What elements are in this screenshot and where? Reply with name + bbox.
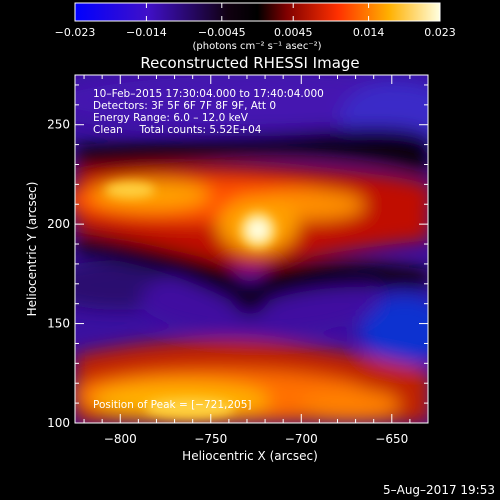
x-tick-label: −700 [285,432,318,446]
annotation-energy-range: Energy Range: 6.0 – 12.0 keV [93,112,249,124]
colorbar-ticks: −0.023 −0.014 −0.0045 0.0045 0.014 0.023 [55,3,456,39]
annotation-time-range: 10–Feb–2015 17:30:04.000 to 17:40:04.000 [93,88,324,100]
x-tick-label: −650 [375,432,408,446]
footer-date: 5–Aug–2017 19:53 [383,483,495,497]
axis-ticks: −800 −750 −700 −650 100 150 200 250 [47,75,429,446]
colorbar-tick-label: −0.023 [55,26,96,39]
y-tick-label: 250 [47,118,70,132]
colorbar [74,2,441,22]
colorbar-tick-label: −0.014 [126,26,167,39]
annotation-clean-counts: Clean Total counts: 5.52E+04 [93,124,262,136]
colorbar-tick-label: −0.0045 [198,26,246,39]
annotation-detectors: Detectors: 3F 5F 6F 7F 8F 9F, Att 0 [93,100,276,112]
x-tick-label: −750 [194,432,227,446]
colorbar-unit-label: (photons cm⁻² s⁻¹ asec⁻²) [192,41,321,52]
plot-frame [74,74,429,424]
y-tick-label: 200 [47,217,70,231]
y-tick-label: 150 [47,317,70,331]
colorbar-tick-label: 0.0045 [274,26,313,39]
colorbar-tick-label: 0.023 [424,26,456,39]
x-tick-label: −800 [104,432,137,446]
peak-position-label: Position of Peak = [−721,205] [93,399,252,411]
heatmap-image [75,75,428,423]
y-axis-label: Heliocentric Y (arcsec) [25,182,39,317]
colorbar-tick-label: 0.014 [353,26,385,39]
y-tick-label: 100 [47,416,70,430]
x-axis-label: Heliocentric X (arcsec) [182,449,318,463]
chart-title: Reconstructed RHESSI Image [140,54,359,72]
